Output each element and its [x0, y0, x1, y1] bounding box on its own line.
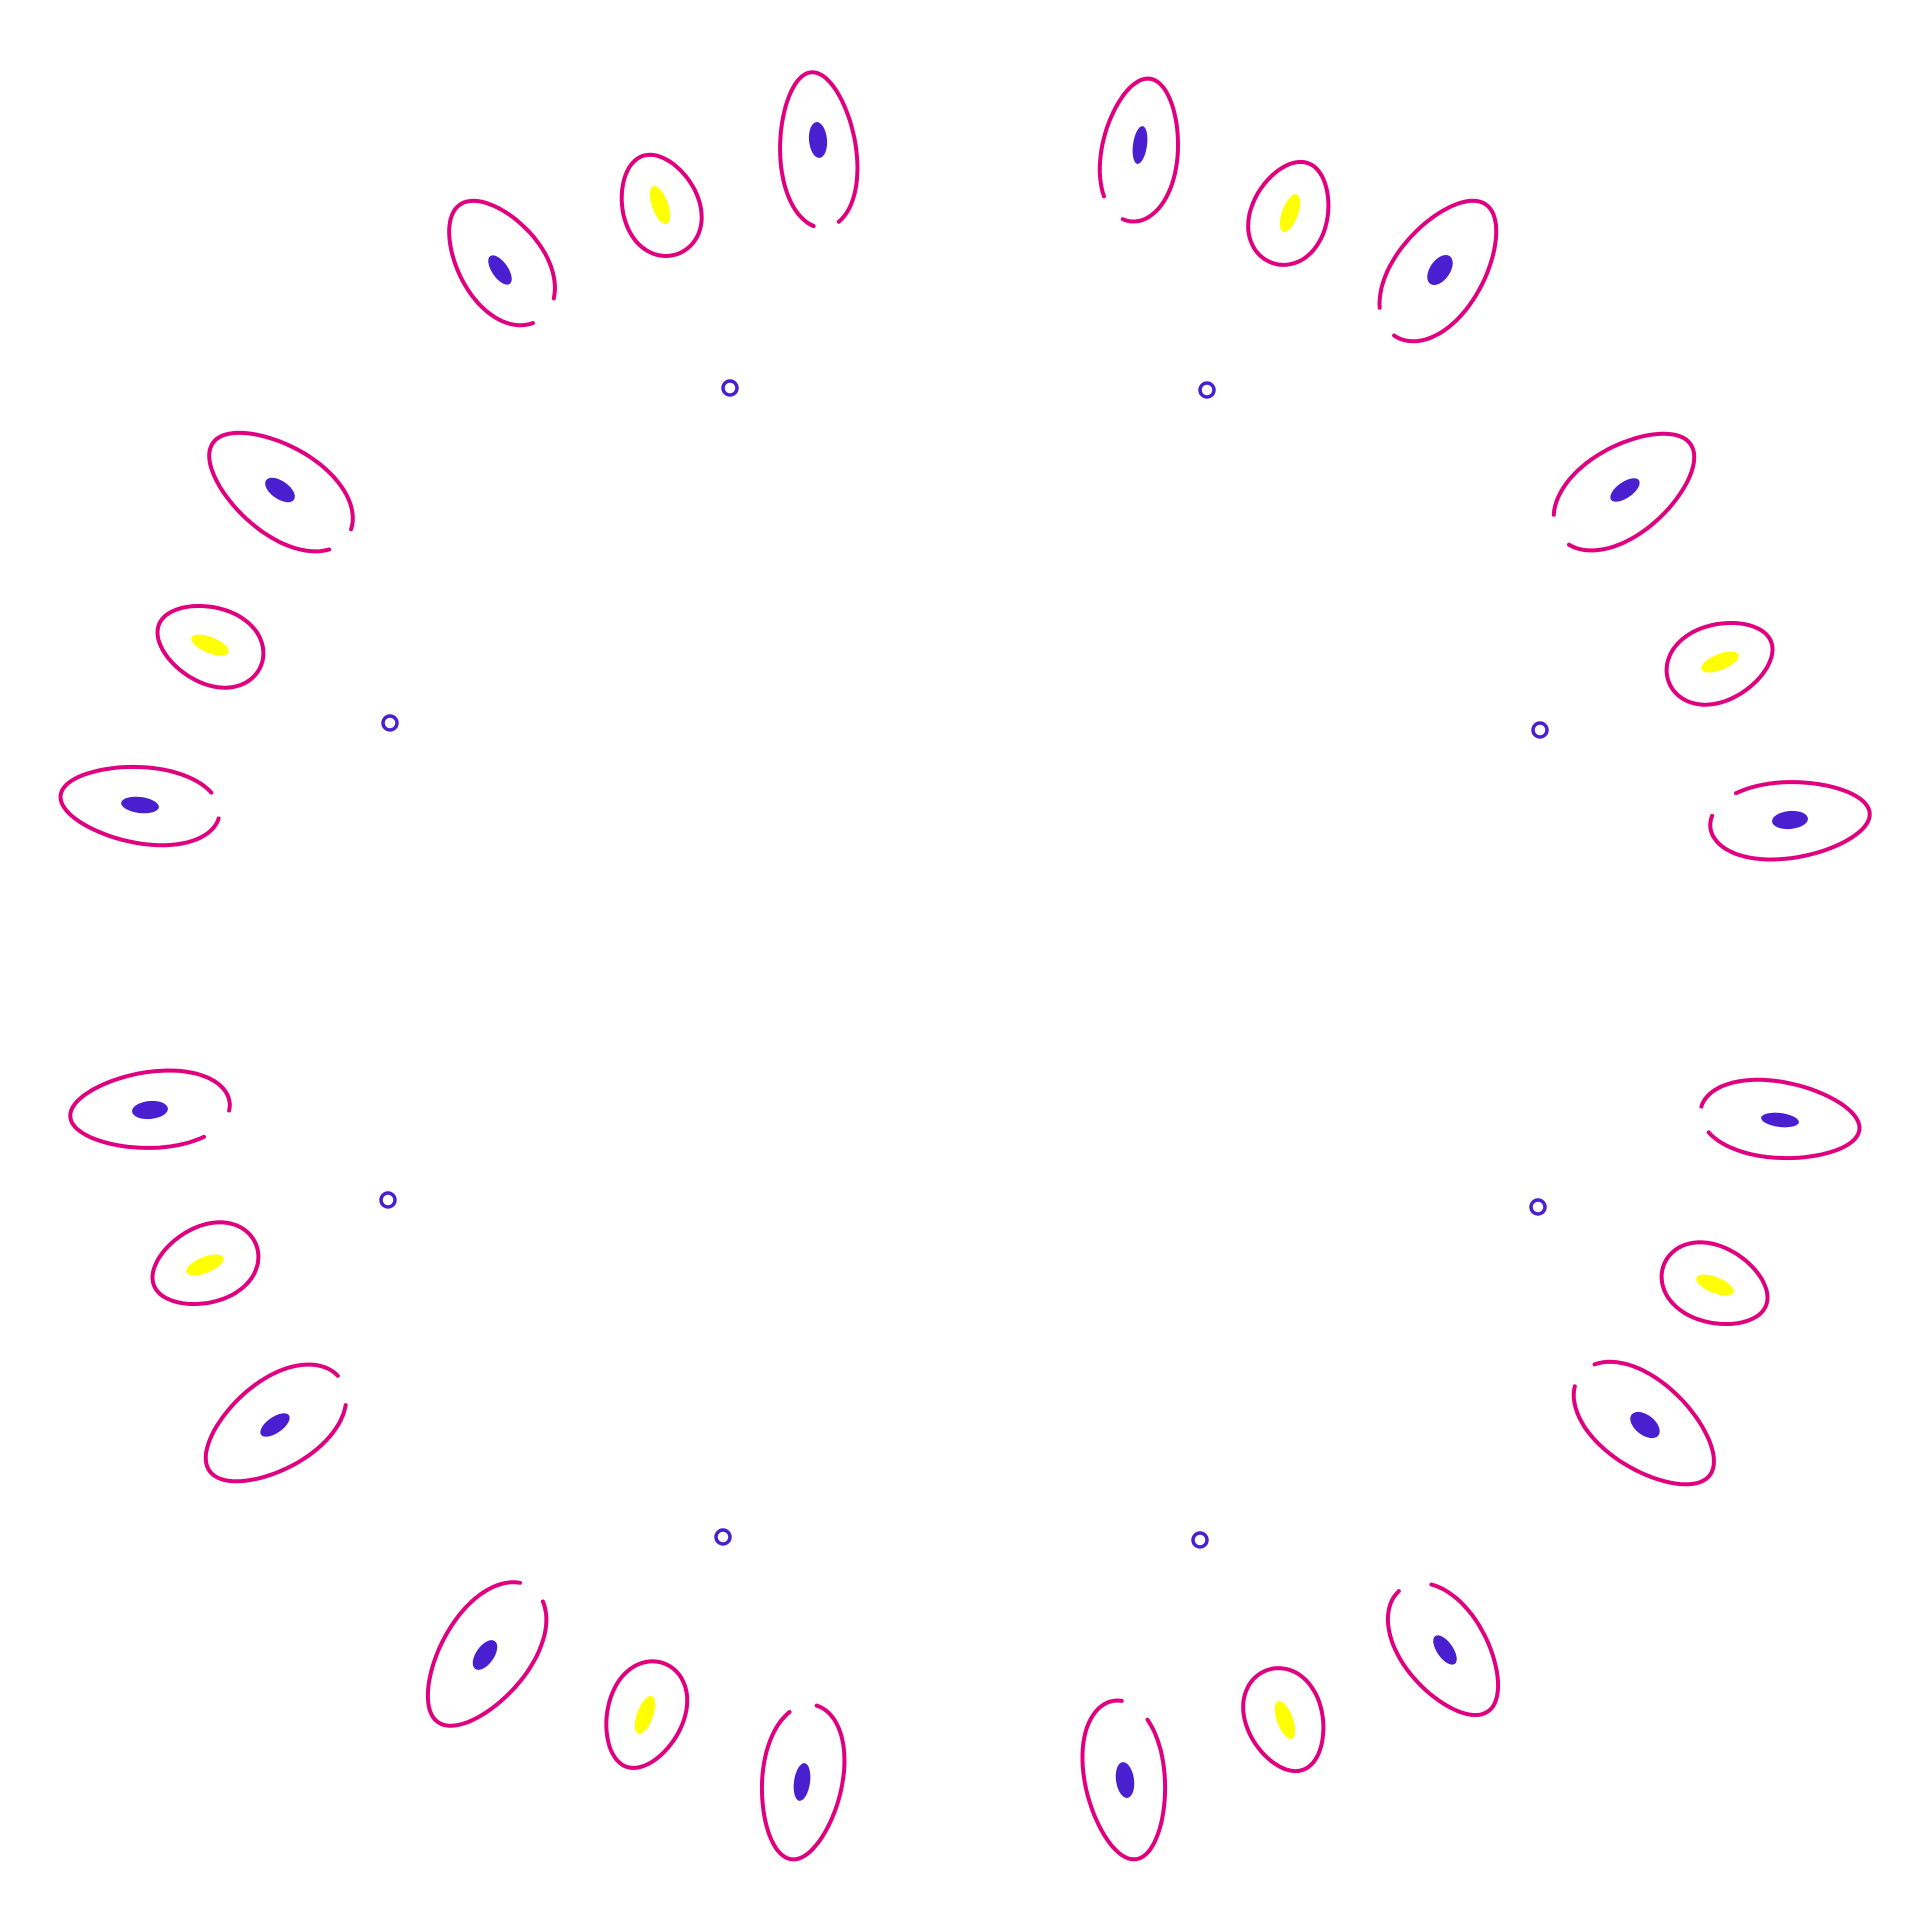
petal: [1377, 198, 1499, 344]
blue-seed: [121, 796, 159, 814]
blue-seed: [1132, 126, 1148, 164]
inner-dot-ring: [379, 379, 1549, 1549]
petal: [68, 1068, 232, 1150]
blue-seed: [808, 122, 828, 158]
petal-outline: [425, 1580, 549, 1728]
yellow-seed: [191, 634, 229, 656]
ring-dot: [721, 379, 739, 397]
petal-outline: [1571, 1359, 1716, 1487]
petal: [1385, 1582, 1501, 1717]
blue-seed: [1761, 1112, 1799, 1128]
petal: [425, 1580, 549, 1728]
blue-seed: [1610, 478, 1640, 502]
petal-outline: [1080, 1698, 1168, 1862]
petal-outline: [1708, 780, 1872, 862]
yellow-seed: [1274, 1701, 1296, 1739]
ring-dot: [714, 1528, 732, 1546]
petal: [759, 1703, 847, 1862]
blue-seed: [265, 477, 295, 503]
petal: [1664, 621, 1775, 707]
blue-seed: [1115, 1762, 1135, 1798]
blue-seed: [793, 1763, 811, 1801]
petal-outline: [759, 1703, 847, 1862]
ring-dot: [1529, 1198, 1547, 1216]
yellow-seed: [186, 1254, 224, 1276]
petal-outline: [1377, 198, 1499, 344]
petal-outline: [1241, 1666, 1326, 1774]
petal: [1699, 1077, 1862, 1161]
ring-dot: [381, 714, 399, 732]
petal: [1246, 159, 1331, 267]
petal-outline: [1551, 431, 1697, 553]
yellow-seed: [1279, 194, 1301, 232]
ring-dot: [379, 1191, 397, 1209]
petal-outline: [619, 152, 704, 258]
petal: [778, 70, 860, 228]
ring-dot: [1191, 1531, 1209, 1549]
petal-outline: [203, 1362, 348, 1484]
yellow-seed: [649, 186, 671, 224]
petal-outline: [68, 1068, 232, 1150]
petal-outline: [58, 764, 221, 848]
petal: [1097, 76, 1180, 224]
petal-outline: [155, 604, 266, 690]
ring-dot: [1198, 381, 1216, 399]
petal: [203, 1362, 348, 1484]
petal-outline: [1659, 1240, 1770, 1326]
petal-outline: [1097, 76, 1180, 224]
yellow-seed: [1696, 1274, 1734, 1296]
blue-seed: [1630, 1411, 1660, 1439]
blue-seed: [260, 1413, 290, 1437]
petal-outline: [604, 1659, 690, 1770]
petal-ring: [58, 70, 1872, 1862]
yellow-seed: [634, 1696, 656, 1734]
petal-outline: [1699, 1077, 1862, 1161]
yellow-seed: [1701, 651, 1739, 673]
blue-seed: [132, 1100, 168, 1120]
petal: [150, 1220, 261, 1306]
petal-outline: [1246, 159, 1331, 267]
petal: [447, 198, 557, 328]
ring-dot: [1531, 721, 1549, 739]
petal: [619, 152, 704, 258]
blue-seed: [1427, 254, 1453, 286]
petal-outline: [1664, 621, 1775, 707]
petal-outline: [207, 430, 355, 554]
petal: [155, 604, 266, 690]
petal: [1241, 1666, 1326, 1774]
petal-outline: [447, 198, 557, 328]
petal: [1551, 431, 1697, 553]
blue-seed: [488, 255, 512, 285]
petal: [1571, 1359, 1716, 1487]
blue-seed: [472, 1640, 498, 1670]
petal: [1659, 1240, 1770, 1326]
petal: [1708, 780, 1872, 862]
petal-outline: [150, 1220, 261, 1306]
petal: [207, 430, 355, 554]
petal: [58, 764, 221, 848]
petal: [1080, 1698, 1168, 1862]
petal: [604, 1659, 690, 1770]
petal-outline: [778, 70, 860, 228]
blue-seed: [1433, 1635, 1457, 1665]
petal-outline: [1385, 1582, 1501, 1717]
blue-seed: [1772, 810, 1808, 830]
